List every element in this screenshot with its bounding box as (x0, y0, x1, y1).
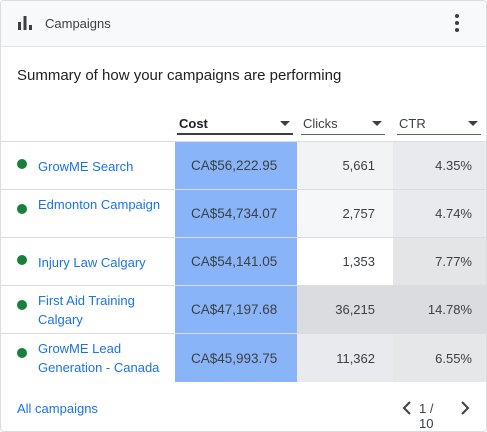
campaign-link[interactable]: Edmonton Campaign (38, 197, 161, 212)
cost-cell: CA$56,222.95 (175, 142, 297, 189)
column-header-clicks[interactable]: Clicks (301, 114, 385, 135)
campaign-cell: First Aid Training Calgary (1, 286, 175, 333)
table-row: Edmonton Campaign CA$54,734.07 2,757 4.7… (1, 190, 486, 238)
ctr-cell: 4.74% (393, 190, 486, 237)
campaign-cell: Edmonton Campaign (1, 190, 175, 237)
cost-cell: CA$54,141.05 (175, 238, 297, 285)
ctr-cell: 14.78% (393, 286, 486, 333)
card-title: Campaigns (45, 16, 111, 31)
ctr-cell: 7.77% (393, 238, 486, 285)
ctr-cell: 4.35% (393, 142, 486, 189)
clicks-cell: 1,353 (297, 238, 393, 285)
campaign-link[interactable]: GrowME Search (38, 159, 134, 174)
campaign-cell: GrowME Search (1, 142, 175, 189)
status-dot-icon (17, 159, 27, 169)
column-header-label: CTR (399, 116, 426, 131)
clicks-cell: 11,362 (297, 334, 393, 382)
status-dot-icon (17, 300, 27, 310)
dropdown-icon (372, 121, 382, 126)
campaign-link[interactable]: GrowME Lead Generation - Canada (38, 341, 160, 375)
campaign-cell: Injury Law Calgary (1, 238, 175, 285)
column-header-ctr[interactable]: CTR (397, 114, 481, 135)
table-row: GrowME Search CA$56,222.95 5,661 4.35% (1, 142, 486, 190)
clicks-cell: 2,757 (297, 190, 393, 237)
table-row: Injury Law Calgary CA$54,141.05 1,353 7.… (1, 238, 486, 286)
column-header-label: Clicks (303, 116, 338, 131)
all-campaigns-link[interactable]: All campaigns (17, 401, 98, 416)
dropdown-icon (468, 121, 478, 126)
clicks-cell: 5,661 (297, 142, 393, 189)
card-header: Campaigns (1, 1, 486, 47)
campaign-link[interactable]: Injury Law Calgary (38, 255, 146, 270)
summary-text: Summary of how your campaigns are perfor… (17, 67, 342, 84)
cost-cell: CA$47,197.68 (175, 286, 297, 333)
table-row: GrowME Lead Generation - Canada CA$45,99… (1, 334, 486, 382)
column-header-label: Cost (179, 116, 208, 131)
bar-chart-icon (18, 16, 32, 30)
clicks-cell: 36,215 (297, 286, 393, 333)
chevron-right-icon[interactable] (459, 399, 471, 417)
column-header-cost[interactable]: Cost (177, 114, 293, 135)
campaigns-table: GrowME Search CA$56,222.95 5,661 4.35% E… (1, 141, 486, 382)
campaign-cell: GrowME Lead Generation - Canada (1, 334, 175, 382)
ctr-cell: 6.55% (393, 334, 486, 382)
status-dot-icon (17, 204, 27, 214)
status-dot-icon (17, 348, 27, 358)
sort-dropdown-icon (280, 121, 290, 126)
campaign-link[interactable]: First Aid Training Calgary (38, 293, 135, 327)
cost-cell: CA$54,734.07 (175, 190, 297, 237)
table-row: First Aid Training Calgary CA$47,197.68 … (1, 286, 486, 334)
status-dot-icon (17, 255, 27, 265)
page-indicator: 1 / 10 (419, 401, 434, 431)
chevron-left-icon[interactable] (401, 399, 413, 417)
cost-cell: CA$45,993.75 (175, 334, 297, 382)
more-vert-icon[interactable] (447, 12, 467, 34)
